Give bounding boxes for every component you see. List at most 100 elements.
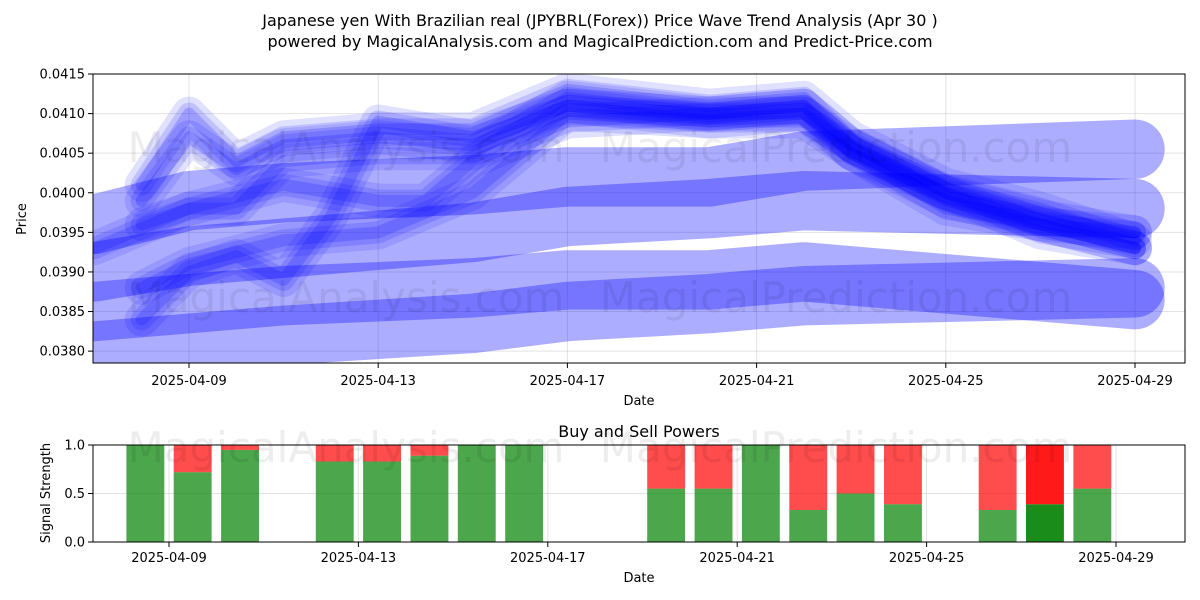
price-x-tick-label: 2025-04-21 bbox=[719, 374, 795, 389]
sell-bar bbox=[410, 445, 449, 456]
buy-bar bbox=[1026, 504, 1064, 542]
price-wave-panel: MagicalAnalysis.com MagicalPrediction.co… bbox=[15, 68, 1186, 409]
buy-bar bbox=[221, 449, 259, 542]
signal-x-tick-label: 2025-04-13 bbox=[321, 551, 397, 566]
price-band-4 bbox=[93, 258, 1165, 363]
price-wave-2-layer-2 bbox=[130, 94, 1146, 260]
price-wave-5-layer-1 bbox=[124, 96, 1152, 305]
sell-bar bbox=[221, 445, 259, 450]
price-wave-6-layer-3 bbox=[93, 99, 1141, 255]
watermark-analysis-top: MagicalAnalysis.com bbox=[128, 123, 565, 172]
chart-title-line1: Japanese yen With Brazilian real (JPYBRL… bbox=[261, 11, 937, 30]
price-wave-1-layer-2 bbox=[130, 78, 1146, 252]
sell-bar bbox=[1026, 445, 1064, 505]
price-wave-4-layer-2 bbox=[130, 94, 1146, 331]
signal-x-tick-label: 2025-04-21 bbox=[699, 551, 775, 566]
price-waves bbox=[93, 74, 1152, 337]
price-wave-4-layer-3 bbox=[135, 99, 1141, 326]
watermark-prediction-top: MagicalPrediction.com bbox=[600, 123, 1073, 172]
watermark-prediction-mid: MagicalPrediction.com bbox=[600, 273, 1073, 322]
sell-bar bbox=[1073, 445, 1112, 489]
price-wave-6-layer-2 bbox=[93, 94, 1146, 260]
price-y-tick-label: 0.0400 bbox=[40, 186, 86, 201]
sell-bar bbox=[978, 445, 1017, 510]
price-band-2 bbox=[93, 170, 1165, 302]
buy-bar bbox=[457, 445, 496, 542]
sell-bar bbox=[789, 445, 828, 510]
buy-bar bbox=[173, 472, 212, 542]
buy-bar bbox=[741, 445, 780, 542]
sell-bar bbox=[884, 445, 922, 505]
price-x-tick-label: 2025-04-09 bbox=[151, 374, 227, 389]
price-bands bbox=[93, 119, 1165, 363]
price-wave-2-layer-1 bbox=[124, 88, 1152, 266]
price-wave-1-layer-3 bbox=[135, 83, 1141, 247]
buy-bar bbox=[126, 445, 165, 542]
price-x-ticks: 2025-04-09 2025-04-13 2025-04-17 2025-04-21… bbox=[151, 363, 1173, 389]
price-y-tick-label: 0.0415 bbox=[40, 68, 86, 83]
price-y-axis-label: Price bbox=[15, 203, 30, 235]
chart-title-line2: powered by MagicalAnalysis.com and Magic… bbox=[267, 32, 932, 51]
price-y-tick-label: 0.0390 bbox=[40, 265, 86, 280]
price-wave-2-layer-3 bbox=[135, 99, 1141, 255]
price-wave-4-layer-1 bbox=[124, 88, 1152, 337]
price-y-tick-label: 0.0385 bbox=[40, 305, 86, 320]
signal-y-axis-label: Signal Strength bbox=[39, 443, 54, 543]
price-x-tick-label: 2025-04-25 bbox=[908, 374, 984, 389]
price-wave-3-layer-2 bbox=[130, 86, 1146, 244]
buy-bar bbox=[694, 488, 733, 542]
price-wave-3-layer-3 bbox=[135, 91, 1141, 239]
buy-bar bbox=[836, 493, 875, 542]
sell-bar bbox=[173, 445, 212, 473]
buy-bar bbox=[315, 461, 354, 542]
buy-bar bbox=[410, 455, 449, 542]
signal-y-tick-label: 0.5 bbox=[64, 487, 85, 502]
signal-x-tick-label: 2025-04-25 bbox=[889, 551, 965, 566]
price-x-axis-label: Date bbox=[623, 394, 654, 409]
buy-bar bbox=[363, 461, 401, 542]
sell-bar bbox=[647, 445, 686, 489]
price-x-tick-label: 2025-04-29 bbox=[1097, 374, 1173, 389]
buy-bar bbox=[505, 445, 544, 542]
price-wave-5-layer-3 bbox=[135, 107, 1141, 294]
sell-bar bbox=[836, 445, 875, 494]
price-plot-frame bbox=[92, 73, 1186, 364]
price-wave-3-layer-1 bbox=[124, 80, 1152, 250]
sell-bar bbox=[315, 445, 354, 462]
signal-x-axis-label: Date bbox=[623, 571, 654, 586]
signal-x-tick-label: 2025-04-29 bbox=[1078, 551, 1154, 566]
price-wave-5-layer-2 bbox=[130, 102, 1146, 299]
sell-bar bbox=[694, 445, 733, 489]
price-band-3 bbox=[93, 242, 1165, 342]
price-y-tick-label: 0.0380 bbox=[40, 345, 86, 360]
buy-sell-panel: Buy and Sell Powers MagicalAnalysis.com … bbox=[39, 422, 1186, 586]
price-y-tick-label: 0.0405 bbox=[40, 147, 86, 162]
price-wave-6-layer-1 bbox=[93, 88, 1152, 266]
signal-y-tick-label: 0.0 bbox=[64, 536, 85, 551]
watermark-analysis-bottom: MagicalAnalysis.com bbox=[128, 423, 565, 472]
signal-bars bbox=[126, 445, 1112, 542]
buy-bar bbox=[647, 488, 686, 542]
watermark-analysis-mid: MagicalAnalysis.com bbox=[128, 273, 565, 322]
signal-x-tick-label: 2025-04-17 bbox=[510, 551, 586, 566]
price-band-1 bbox=[93, 119, 1165, 255]
price-x-tick-label: 2025-04-13 bbox=[340, 374, 416, 389]
buy-bar bbox=[884, 504, 922, 542]
price-y-tick-label: 0.0395 bbox=[40, 226, 86, 241]
price-y-ticks: 0.0380 0.0385 0.0390 0.0395 0.0400 0.0405 0.04… bbox=[40, 68, 93, 360]
price-y-tick-label: 0.0410 bbox=[40, 107, 86, 122]
signal-y-tick-label: 1.0 bbox=[64, 439, 85, 454]
signal-x-tick-label: 2025-04-09 bbox=[131, 551, 207, 566]
signal-y-ticks: 0.0 0.5 1.0 bbox=[64, 439, 93, 551]
price-wave-1-layer-1 bbox=[124, 74, 1152, 258]
buy-bar bbox=[978, 510, 1017, 542]
buy-bar bbox=[789, 510, 828, 542]
watermark-prediction-bottom: MagicalPrediction.com bbox=[600, 423, 1073, 472]
buy-bar bbox=[1073, 488, 1112, 542]
price-x-tick-label: 2025-04-17 bbox=[530, 374, 606, 389]
buy-sell-title: Buy and Sell Powers bbox=[558, 422, 720, 441]
sell-bar bbox=[363, 445, 401, 462]
signal-x-ticks: 2025-04-09 2025-04-13 2025-04-17 2025-04-21… bbox=[131, 542, 1154, 566]
